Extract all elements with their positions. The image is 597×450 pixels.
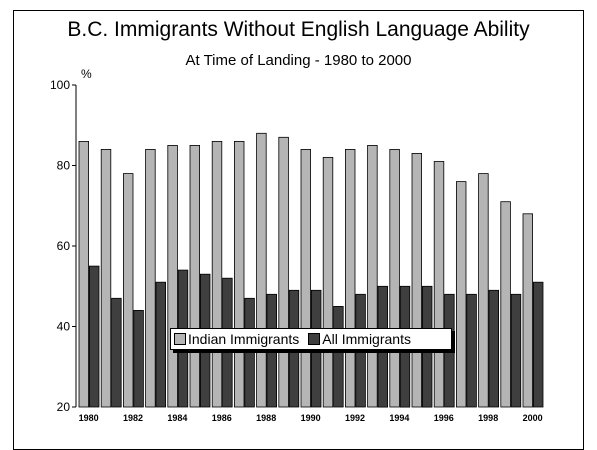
- y-tick-label-80: 80: [57, 159, 71, 173]
- legend-label-all: All Immigrants: [322, 331, 411, 347]
- bar-all-1999: [510, 293, 522, 408]
- bar-indian-1992: [344, 148, 356, 408]
- bar-all-1981: [111, 297, 122, 408]
- y-tick-label-60: 60: [57, 239, 71, 253]
- bar-indian-1994: [389, 148, 400, 408]
- x-tick-label-1990: 1990: [301, 413, 321, 423]
- bar-all-1987: [244, 297, 255, 408]
- bar-indian-2000: [522, 213, 534, 408]
- bar-indian-1985: [189, 144, 201, 408]
- bar-indian-1982: [123, 173, 134, 408]
- x-tick-label-1986: 1986: [212, 413, 232, 423]
- bar-indian-1984: [167, 144, 178, 408]
- bar-indian-1988: [256, 132, 267, 408]
- x-tick-label-1996: 1996: [434, 413, 454, 423]
- legend-label-indian: Indian Immigrants: [188, 331, 300, 347]
- bar-indian-1989: [278, 136, 289, 408]
- y-axis-unit-label: %: [81, 67, 92, 81]
- bar-indian-1999: [500, 201, 511, 408]
- x-tick-label-1984: 1984: [167, 413, 187, 423]
- bar-indian-1996: [433, 161, 445, 408]
- chart-title: B.C. Immigrants Without English Language…: [67, 18, 530, 41]
- bar-indian-1986: [211, 140, 223, 408]
- x-tick-label-1982: 1982: [123, 413, 143, 423]
- bar-indian-1981: [100, 148, 112, 408]
- legend-swatch-indian: [174, 333, 186, 345]
- bar-chart: 1980 1982 1984 1986 1988 1990 1992 1994 1996 1998…: [50, 67, 544, 423]
- bar-all-1980: [89, 265, 100, 408]
- chart-subtitle: At Time of Landing - 1980 to 2000: [185, 52, 412, 69]
- bar-indian-1993: [367, 144, 378, 408]
- bar-indian-1990: [300, 148, 312, 408]
- chart-legend: Indian Immigrants All Immigrants: [170, 328, 452, 350]
- x-tick-label-1994: 1994: [389, 413, 409, 423]
- y-tick-label-40: 40: [57, 320, 71, 334]
- bar-all-1982: [133, 309, 144, 408]
- bar-all-1983: [155, 281, 167, 408]
- y-tick-label-20: 20: [57, 400, 71, 414]
- bar-all-1991: [333, 305, 344, 408]
- x-tick-label-1992: 1992: [345, 413, 365, 423]
- bar-all-2000: [533, 281, 544, 408]
- bar-all-1996: [444, 293, 455, 408]
- bar-indian-1997: [455, 181, 467, 408]
- bar-all-1988: [266, 293, 278, 408]
- bar-indian-1998: [478, 173, 489, 408]
- bar-indian-1980: [78, 140, 90, 408]
- legend-swatch-all: [308, 333, 321, 345]
- x-tick-label-1980: 1980: [79, 413, 99, 423]
- bar-indian-1991: [322, 156, 334, 408]
- legend-item-indian: Indian Immigrants: [174, 331, 299, 347]
- bar-all-1992: [355, 293, 366, 408]
- bar-all-1997: [466, 293, 477, 408]
- x-tick-label-2000: 2000: [523, 413, 543, 423]
- bar-indian-1983: [145, 148, 156, 408]
- bar-indian-1987: [233, 140, 245, 408]
- x-tick-label-1998: 1998: [478, 413, 498, 423]
- x-tick-label-1988: 1988: [256, 413, 276, 423]
- bar-indian-1995: [411, 152, 423, 408]
- legend-item-all: All Immigrants: [308, 331, 411, 347]
- y-tick-label-100: 100: [50, 78, 70, 92]
- bar-all-1998: [488, 289, 500, 408]
